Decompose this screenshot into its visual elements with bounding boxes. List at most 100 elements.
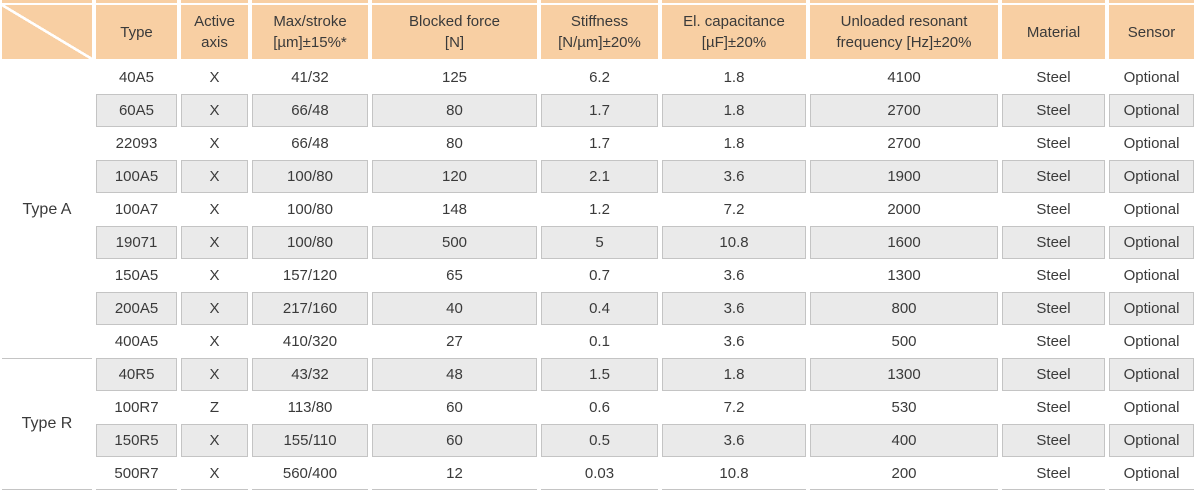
table-top-border-segment: [810, 0, 998, 3]
table-cell: 500: [372, 226, 537, 259]
table-cell: Steel: [1002, 424, 1105, 457]
table-cell: 3.6: [662, 292, 806, 325]
table-cell: X: [209, 135, 220, 152]
table-cell: 3.6: [723, 333, 745, 350]
table-cell: 41/32: [291, 69, 329, 86]
table-cell: 6.2: [589, 69, 610, 86]
table-cell: 80: [372, 94, 537, 127]
table-cell: 2.1: [541, 160, 658, 193]
table-cell: 217/160: [252, 292, 368, 325]
table-cell: X: [209, 333, 220, 350]
table-cell: 22093: [115, 135, 158, 152]
table-cell: 0.1: [589, 333, 610, 350]
table-cell: 40: [372, 292, 537, 325]
table-cell: Steel: [1002, 457, 1105, 490]
table-cell: X: [209, 69, 220, 86]
table-cell: 400A5: [114, 333, 159, 350]
table-cell: Steel: [1002, 226, 1105, 259]
table-cell: 1.2: [589, 201, 610, 218]
table-cell: 100/80: [252, 160, 368, 193]
column-header: Max/stroke [µm]±15%*: [252, 5, 368, 59]
table-cell: 120: [372, 160, 537, 193]
table-top-border-segment: [372, 0, 537, 3]
table-cell: 5: [541, 226, 658, 259]
table-cell: 1.7: [589, 135, 610, 152]
table-cell: 1300: [887, 267, 921, 284]
table-top-border-segment: [541, 0, 658, 3]
row-group-label: Type A: [2, 61, 92, 358]
table-cell: Optional: [1123, 399, 1180, 416]
corner-cell-diagonal: [2, 5, 92, 59]
table-cell: Optional: [1109, 226, 1194, 259]
table-cell: 100A5: [96, 160, 177, 193]
table-top-border-segment: [662, 0, 806, 3]
table-cell: 530: [891, 399, 917, 416]
table-cell: 27: [446, 333, 463, 350]
table-top-border-segment: [181, 0, 248, 3]
table-cell: 1.8: [662, 358, 806, 391]
table-cell: Steel: [1002, 94, 1105, 127]
table-cell: Optional: [1109, 358, 1194, 391]
table-cell: Optional: [1109, 424, 1194, 457]
table-cell: 1.8: [723, 135, 745, 152]
table-cell: 1900: [810, 160, 998, 193]
table-cell: 148: [441, 201, 468, 218]
table-cell: X: [181, 160, 248, 193]
table-cell: 200: [810, 457, 998, 490]
table-cell: X: [181, 457, 248, 490]
table-cell: 125: [441, 69, 468, 86]
table-cell: 10.8: [662, 457, 806, 490]
table-cell: 155/110: [252, 424, 368, 457]
table-cell: 0.03: [541, 457, 658, 490]
table-cell: 113/80: [287, 399, 333, 416]
column-header: El. capacitance [µF]±20%: [662, 5, 806, 59]
table-cell: Optional: [1123, 201, 1180, 218]
table-cell: Optional: [1109, 457, 1194, 490]
table-cell: Optional: [1109, 94, 1194, 127]
table-cell: 200A5: [96, 292, 177, 325]
table-cell: 66/48: [252, 94, 368, 127]
table-cell: 0.6: [589, 399, 610, 416]
table-cell: 500R7: [96, 457, 177, 490]
table-cell: Optional: [1123, 267, 1180, 284]
table-cell: 7.2: [723, 201, 745, 218]
table-cell: X: [209, 267, 220, 284]
table-cell: 0.5: [541, 424, 658, 457]
table-cell: 7.2: [723, 399, 745, 416]
table-cell: 1.8: [662, 94, 806, 127]
table-cell: 1600: [810, 226, 998, 259]
table-cell: 60: [372, 424, 537, 457]
table-cell: X: [209, 201, 220, 218]
table-cell: Optional: [1123, 333, 1180, 350]
column-header: Sensor: [1109, 5, 1194, 59]
table-cell: X: [181, 226, 248, 259]
table-cell: Steel: [1036, 69, 1071, 86]
table-cell: Optional: [1123, 69, 1180, 86]
table-cell: Z: [209, 399, 220, 416]
table-cell: Steel: [1002, 358, 1105, 391]
table-cell: 4100: [887, 69, 921, 86]
table-cell: 100R7: [114, 399, 159, 416]
table-cell: 1300: [810, 358, 998, 391]
table-cell: 66/48: [291, 135, 329, 152]
table-cell: 400: [810, 424, 998, 457]
table-cell: 3.6: [723, 267, 745, 284]
table-cell: X: [181, 94, 248, 127]
table-cell: 100A7: [114, 201, 159, 218]
table-cell: 19071: [96, 226, 177, 259]
row-group-label: Type R: [2, 358, 92, 490]
table-cell: 0.7: [589, 267, 610, 284]
table-cell: Steel: [1036, 399, 1071, 416]
table-cell: 60: [446, 399, 463, 416]
table-cell: X: [181, 292, 248, 325]
table-cell: 1.7: [541, 94, 658, 127]
table-cell: 150R5: [96, 424, 177, 457]
table-cell: 157/120: [282, 267, 338, 284]
table-cell: 10.8: [662, 226, 806, 259]
table-cell: 800: [810, 292, 998, 325]
table-cell: 1.8: [723, 69, 745, 86]
table-cell: 3.6: [662, 160, 806, 193]
table-cell: 2700: [810, 94, 998, 127]
table-cell: 100/80: [287, 201, 333, 218]
